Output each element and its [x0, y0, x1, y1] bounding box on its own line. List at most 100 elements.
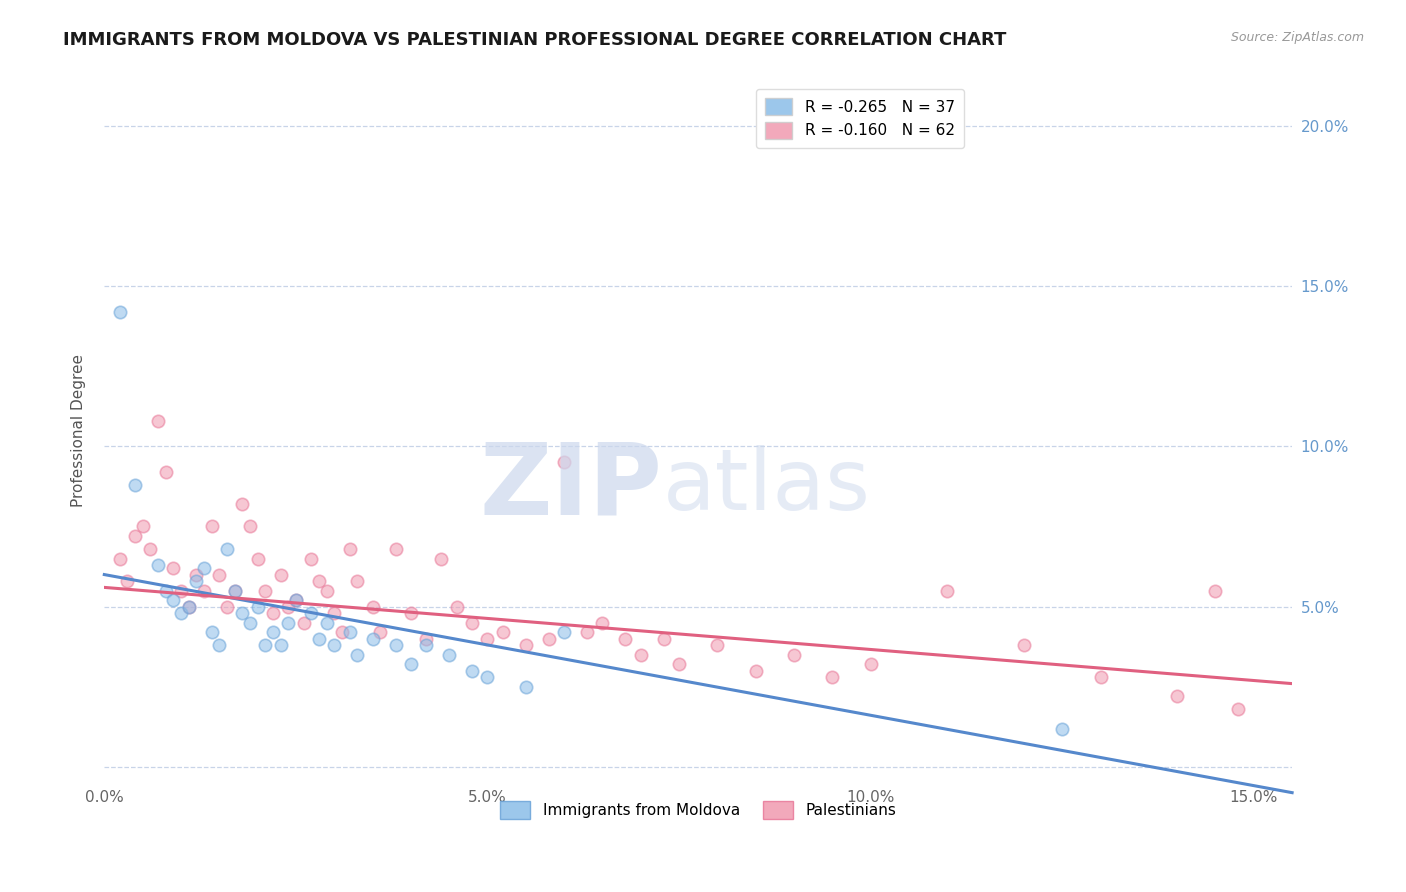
Point — [193, 583, 215, 598]
Point — [231, 606, 253, 620]
Point — [399, 657, 422, 672]
Point — [477, 632, 499, 646]
Point — [430, 551, 453, 566]
Point — [1050, 722, 1073, 736]
Point — [437, 648, 460, 662]
Point — [744, 664, 766, 678]
Point — [292, 615, 315, 630]
Point — [399, 606, 422, 620]
Point — [415, 638, 437, 652]
Point — [146, 558, 169, 572]
Point — [1204, 583, 1226, 598]
Point — [461, 615, 484, 630]
Point — [1090, 670, 1112, 684]
Point — [415, 632, 437, 646]
Point — [277, 599, 299, 614]
Point — [108, 551, 131, 566]
Point — [492, 625, 515, 640]
Point — [215, 599, 238, 614]
Point — [668, 657, 690, 672]
Point — [1012, 638, 1035, 652]
Point — [330, 625, 353, 640]
Point — [384, 638, 406, 652]
Point — [308, 632, 330, 646]
Point — [323, 606, 346, 620]
Point — [208, 567, 231, 582]
Text: atlas: atlas — [662, 445, 870, 528]
Point — [323, 638, 346, 652]
Point — [446, 599, 468, 614]
Point — [277, 615, 299, 630]
Point — [368, 625, 391, 640]
Point — [246, 599, 269, 614]
Point — [117, 574, 139, 588]
Point — [299, 606, 322, 620]
Point — [339, 625, 361, 640]
Text: IMMIGRANTS FROM MOLDOVA VS PALESTINIAN PROFESSIONAL DEGREE CORRELATION CHART: IMMIGRANTS FROM MOLDOVA VS PALESTINIAN P… — [63, 31, 1007, 49]
Text: ZIP: ZIP — [479, 438, 662, 535]
Point — [461, 664, 484, 678]
Point — [146, 414, 169, 428]
Point — [706, 638, 728, 652]
Point — [139, 541, 162, 556]
Point — [155, 583, 177, 598]
Point — [614, 632, 637, 646]
Point — [270, 638, 292, 652]
Point — [239, 615, 262, 630]
Point — [200, 625, 222, 640]
Point — [315, 615, 337, 630]
Point — [591, 615, 613, 630]
Point — [208, 638, 231, 652]
Point — [162, 561, 184, 575]
Point — [537, 632, 560, 646]
Text: Source: ZipAtlas.com: Source: ZipAtlas.com — [1230, 31, 1364, 45]
Y-axis label: Professional Degree: Professional Degree — [72, 354, 86, 507]
Point — [262, 606, 284, 620]
Point — [124, 477, 146, 491]
Point — [224, 583, 246, 598]
Point — [576, 625, 599, 640]
Point — [177, 599, 200, 614]
Point — [821, 670, 844, 684]
Point — [186, 574, 208, 588]
Point — [936, 583, 959, 598]
Point — [346, 648, 368, 662]
Point — [131, 519, 153, 533]
Point — [193, 561, 215, 575]
Point — [284, 593, 307, 607]
Point — [477, 670, 499, 684]
Point — [270, 567, 292, 582]
Point — [339, 541, 361, 556]
Legend: Immigrants from Moldova, Palestinians: Immigrants from Moldova, Palestinians — [494, 795, 903, 825]
Point — [262, 625, 284, 640]
Point — [284, 593, 307, 607]
Point — [170, 606, 193, 620]
Point — [859, 657, 882, 672]
Point — [553, 625, 575, 640]
Point — [1227, 702, 1250, 716]
Point — [783, 648, 806, 662]
Point — [308, 574, 330, 588]
Point — [246, 551, 269, 566]
Point — [361, 632, 384, 646]
Point — [553, 455, 575, 469]
Point — [108, 304, 131, 318]
Point — [186, 567, 208, 582]
Point — [384, 541, 406, 556]
Point — [215, 541, 238, 556]
Point — [1166, 690, 1188, 704]
Point — [124, 529, 146, 543]
Point — [515, 638, 537, 652]
Point — [162, 593, 184, 607]
Point — [239, 519, 262, 533]
Point — [630, 648, 652, 662]
Point — [200, 519, 222, 533]
Point — [652, 632, 675, 646]
Point — [361, 599, 384, 614]
Point — [515, 680, 537, 694]
Point — [170, 583, 193, 598]
Point — [299, 551, 322, 566]
Point — [254, 638, 277, 652]
Point — [177, 599, 200, 614]
Point — [254, 583, 277, 598]
